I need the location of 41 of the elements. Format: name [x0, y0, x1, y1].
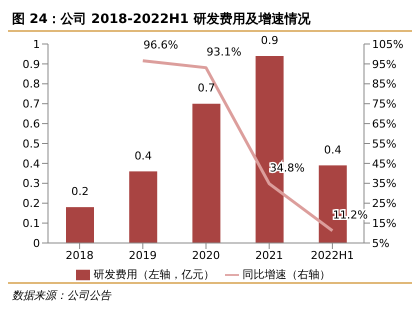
y2-tick-label: 75% [372, 98, 396, 111]
y-tick-label: 0.4 [22, 157, 40, 170]
y2-tick-label: 45% [372, 157, 396, 170]
y-tick-label: 0.8 [22, 78, 40, 91]
y2-tick-label: 55% [372, 137, 396, 150]
data-label: 0.4 [134, 149, 152, 162]
y-tick-label: 0.6 [22, 118, 40, 131]
bar [192, 104, 220, 243]
y-tick-label: 0 [33, 236, 40, 250]
x-tick-label: 2020 [192, 248, 220, 262]
x-tick-label: 2021 [255, 248, 284, 262]
y-tick-label: 0.3 [22, 177, 40, 190]
y2-tick-label: 65% [372, 118, 396, 131]
legend-label: 研发费用（左轴，亿元） [94, 268, 214, 281]
x-tick-label: 2022H1 [310, 248, 354, 262]
y2-tick-label: 95% [372, 58, 396, 71]
data-label: 0.7 [198, 82, 216, 95]
y2-tick-label: 5% [372, 236, 390, 250]
y-tick-label: 1 [33, 38, 40, 51]
data-label: 0.4 [324, 143, 342, 156]
y2-tick-label: 35% [372, 177, 396, 190]
chart-title: 图 24：公司 2018-2022H1 研发费用及增速情况 [8, 8, 412, 32]
data-label: 0.2 [71, 185, 89, 198]
legend-label: 同比增速（右轴） [242, 268, 330, 281]
y2-tick-label: 105% [372, 38, 404, 51]
x-tick-label: 2018 [66, 248, 94, 262]
source-note: 数据来源：公司公告 [8, 282, 412, 307]
x-tick-label: 2019 [128, 248, 157, 262]
y-tick-label: 0.2 [22, 197, 40, 210]
y2-tick-label: 85% [372, 78, 396, 91]
y-tick-label: 0.5 [22, 137, 40, 150]
y2-tick-label: 15% [372, 217, 396, 230]
y2-tick-label: 25% [372, 197, 396, 210]
bar [66, 207, 94, 243]
data-label: 0.9 [260, 34, 278, 47]
bar [129, 171, 158, 243]
y-tick-label: 0.7 [22, 98, 40, 111]
y-tick-label: 0.9 [22, 58, 40, 71]
y-tick-label: 0.1 [22, 217, 40, 230]
data-label: 96.6% [143, 38, 178, 52]
data-label: 93.1% [206, 46, 242, 59]
